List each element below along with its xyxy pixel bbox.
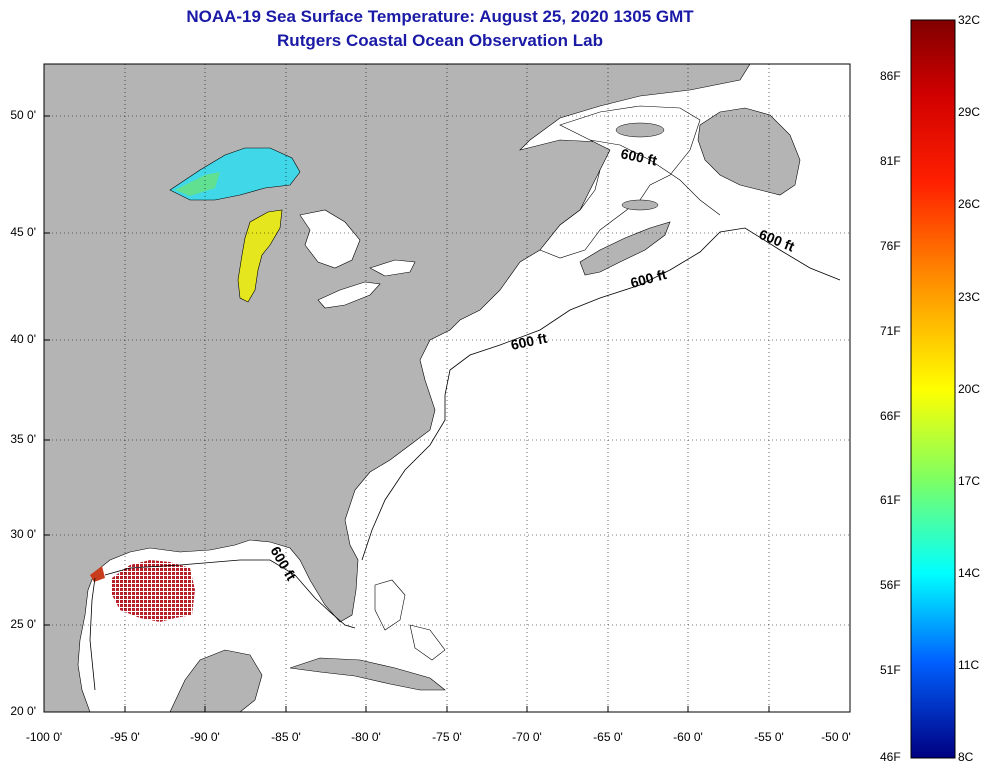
colorbar-fahrenheit-label: 76F <box>880 239 901 253</box>
lon-tick-label: -80 0' <box>351 730 381 744</box>
colorbar-celsius-label: 14C <box>958 566 981 580</box>
colorbar-fahrenheit-label: 71F <box>880 324 901 338</box>
lon-tick-label: -100 0' <box>25 730 63 744</box>
colorbar-fahrenheit-label: 61F <box>880 493 901 507</box>
lake-ontario <box>369 259 416 277</box>
colorbar-celsius-label: 11C <box>958 658 980 672</box>
colorbar-celsius-label: 17C <box>958 474 981 488</box>
colorbar-celsius-label: 23C <box>958 290 981 304</box>
lat-tick-label: 40 0' <box>10 332 36 346</box>
contour-label: 600 ft <box>619 145 658 168</box>
lon-tick-label: -50 0' <box>821 730 851 744</box>
newfoundland-land <box>697 107 801 196</box>
colorbar <box>910 19 956 759</box>
lat-tick-label: 50 0' <box>10 108 36 122</box>
colorbar-fahrenheit-label: 56F <box>880 578 901 592</box>
cuba-land <box>289 657 446 691</box>
north-america-land <box>44 64 751 712</box>
lake-superior-warm-patch <box>175 172 220 196</box>
colorbar-celsius-label: 20C <box>958 382 981 396</box>
lat-tick-label: 25 0' <box>10 617 36 631</box>
lat-tick-label: 20 0' <box>10 704 36 718</box>
lon-tick-label: -60 0' <box>673 730 703 744</box>
lat-tick-label: 45 0' <box>10 225 36 239</box>
lon-tick-label: -95 0' <box>110 730 140 744</box>
anticosti-island <box>615 122 665 138</box>
bahamas <box>374 579 446 661</box>
colorbar-fahrenheit-label: 66F <box>880 409 901 423</box>
lon-tick-label: -85 0' <box>271 730 301 744</box>
gulf-st-lawrence <box>539 105 701 259</box>
lon-tick-label: -65 0' <box>593 730 623 744</box>
lon-tick-label: -75 0' <box>432 730 462 744</box>
lat-tick-label: 30 0' <box>10 527 36 541</box>
colorbar-celsius-label: 32C <box>958 13 981 27</box>
depth-contour-600ft <box>89 227 841 691</box>
colorbar-fahrenheit-label: 51F <box>880 663 901 677</box>
contour-label: 600 ft <box>509 330 548 353</box>
axis-ticks <box>44 115 770 712</box>
yucatan-land <box>169 649 263 712</box>
colorbar-fahrenheit-label: 81F <box>880 154 901 168</box>
gulf-sst-patch <box>112 560 195 622</box>
lake-erie <box>317 281 381 309</box>
chart-title: NOAA-19 Sea Surface Temperature: August … <box>186 7 694 26</box>
colorbar-celsius-label: 8C <box>958 750 974 764</box>
pei-island <box>621 199 659 211</box>
laurentian-channel <box>589 139 721 216</box>
colorbar-celsius-label: 29C <box>958 105 981 119</box>
lon-tick-label: -90 0' <box>190 730 220 744</box>
colorbar-fahrenheit-label: 46F <box>880 750 901 764</box>
colorbar-fahrenheit-label: 86F <box>880 69 901 83</box>
lon-tick-label: -70 0' <box>512 730 542 744</box>
lake-huron <box>299 209 361 269</box>
lon-tick-label: -55 0' <box>754 730 784 744</box>
colorbar-celsius-label: 26C <box>958 197 981 211</box>
lat-tick-label: 35 0' <box>10 432 36 446</box>
chart-subtitle: Rutgers Coastal Ocean Observation Lab <box>277 31 603 50</box>
nova-scotia-land <box>579 221 671 276</box>
texas-coast-sst <box>90 566 105 582</box>
graticule <box>44 64 850 712</box>
